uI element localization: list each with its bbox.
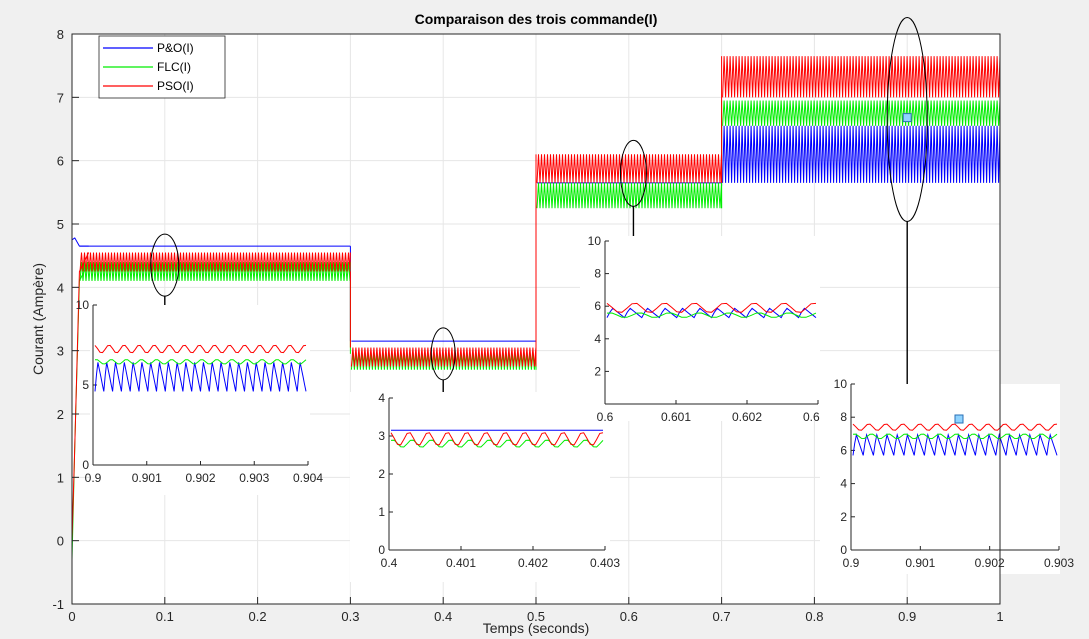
inset-chart-2: 0.4 0.401 0.402 0.403 0 1 2 3 4 (350, 391, 620, 582)
legend: P&O(I) FLC(I) PSO(I) (98, 35, 226, 99)
inset-y-tick-label: 4 (594, 332, 601, 346)
inset-x-tick-label: 0.902 (975, 556, 1005, 570)
inset-y-tick-label: 2 (594, 364, 601, 378)
y-tick-label: 2 (57, 407, 64, 422)
inset-x-tick-label: 0.9 (843, 556, 860, 570)
y-tick-label: 3 (57, 344, 64, 359)
inset-y-tick-label: 0 (378, 543, 385, 557)
x-tick-label: 1 (996, 609, 1003, 624)
inset-series-pso (852, 423, 1058, 431)
series-pso-segment (350, 347, 537, 367)
x-tick-label: 0 (68, 609, 75, 624)
series-pso-segment (79, 252, 351, 272)
y-tick-label: 0 (57, 534, 64, 549)
inset-x-tick-label: 0.903 (239, 471, 269, 485)
inset-series-pso (390, 432, 604, 446)
series-flc-segment (722, 100, 1000, 126)
inset-x-tick-label: 0.402 (518, 556, 548, 570)
y-tick-label: 6 (57, 154, 64, 169)
inset-x-tick-label: 0.601 (661, 410, 691, 424)
inset-y-tick-label: 10 (834, 377, 848, 391)
inset-x-tick-label: 0.401 (446, 556, 476, 570)
x-tick-label: 0.1 (156, 609, 174, 624)
inset-y-tick-label: 0 (840, 543, 847, 557)
inset-series-flc (94, 359, 307, 365)
y-tick-label: -1 (52, 597, 64, 612)
inset-y-tick-label: 1 (378, 505, 385, 519)
series-pso-segment (536, 154, 723, 183)
inset-x-tick-label: 0.901 (132, 471, 162, 485)
y-tick-label: 1 (57, 470, 64, 485)
inset-series-flc (852, 433, 1058, 440)
series-po-transient (72, 237, 89, 247)
inset-x-tick-label: 0.6 (597, 410, 614, 424)
series-flc-segment (536, 182, 723, 209)
inset-series-flc (390, 439, 604, 448)
series-pso-transient (72, 252, 90, 541)
inset-x-tick-label: 0.9 (85, 471, 102, 485)
x-axis-label: Temps (seconds) (483, 620, 590, 636)
y-tick-label: 7 (57, 90, 64, 105)
inset-y-tick-label: 5 (82, 378, 89, 392)
x-tick-label: 0.5 (527, 609, 545, 624)
chart-title: Comparaison des trois commande(I) (415, 11, 658, 27)
inset-y-tick-label: 10 (588, 234, 602, 248)
inset-x-tick-label: 0.602 (732, 410, 762, 424)
x-tick-label: 0.7 (713, 609, 731, 624)
y-axis-label: Courant (Ampère) (30, 263, 46, 375)
inset-y-tick-label: 2 (840, 510, 847, 524)
x-tick-label: 0.8 (805, 609, 823, 624)
x-tick-label: 0.6 (620, 609, 638, 624)
inset-y-tick-label: 3 (378, 429, 385, 443)
main-series (72, 56, 1000, 560)
inset-background (90, 305, 310, 495)
inset-datatip-marker[interactable] (954, 414, 964, 424)
inset-y-tick-label: 8 (594, 267, 601, 281)
inset-y-tick-label: 2 (378, 467, 385, 481)
legend-label-flc: FLC(I) (157, 60, 191, 74)
inset-y-tick-label: 4 (840, 477, 847, 491)
main-ticks: 0 0.1 0.2 0.3 0.4 0.5 0.6 0.7 0.8 0.9 1 -1 0 1 2 3 4 5 6 7 8 (52, 27, 1003, 624)
x-tick-label: 0.4 (434, 609, 452, 624)
x-tick-label: 0.3 (341, 609, 359, 624)
legend-label-po: P&O(I) (157, 41, 194, 55)
y-tick-label: 8 (57, 27, 64, 42)
inset-series-po (94, 362, 307, 392)
inset-series-pso (94, 344, 307, 354)
series-po-segment (722, 125, 1000, 183)
inset-background (580, 236, 820, 421)
inset-x-tick-label: 0.4 (381, 556, 398, 570)
inset-x-tick-label: 0.903 (1044, 556, 1074, 570)
y-tick-label: 4 (57, 280, 64, 295)
inset-background (820, 384, 1060, 574)
inset-x-tick-label: 0.901 (905, 556, 935, 570)
inset-series-pso (606, 302, 817, 313)
series-pso-segment (722, 56, 1000, 98)
inset-x-tick-label: 0.904 (293, 471, 323, 485)
series-flc-segment (79, 261, 351, 282)
inset-chart-4: 0.9 0.901 0.902 0.903 0 2 4 6 8 10 (820, 377, 1074, 574)
legend-label-pso: PSO(I) (157, 79, 194, 93)
inset-y-tick-label: 0 (82, 458, 89, 472)
inset-y-tick-label: 4 (378, 391, 385, 405)
inset-chart-1: 0.9 0.901 0.902 0.903 0.904 0 5 10 (76, 298, 323, 495)
inset-y-tick-label: 6 (840, 443, 847, 457)
datatip-marker[interactable] (902, 113, 912, 123)
x-tick-label: 0.2 (249, 609, 267, 624)
x-tick-label: 0.9 (898, 609, 916, 624)
inset-x-tick-label: 0.403 (590, 556, 620, 570)
y-tick-label: 5 (57, 217, 64, 232)
inset-y-tick-label: 8 (840, 410, 847, 424)
inset-y-tick-label: 6 (594, 299, 601, 313)
inset-x-tick-label: 0.902 (185, 471, 215, 485)
inset-y-tick-label: 10 (76, 298, 90, 312)
inset-series-flc (606, 312, 817, 318)
